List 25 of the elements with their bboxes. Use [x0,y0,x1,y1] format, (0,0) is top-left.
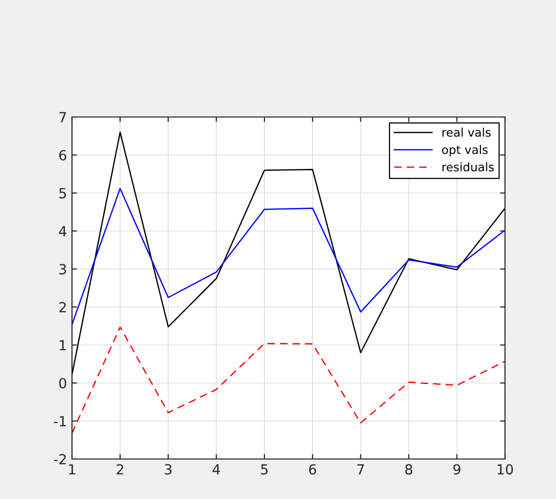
x-tick-label: 7 [357,464,364,474]
y-tick-label: -1 [54,416,66,426]
line-series [72,188,505,326]
y-tick-label: 5 [59,188,66,198]
y-tick-label: 1 [60,340,66,350]
x-tick-label: 3 [164,464,172,475]
y-tick-label: 2 [59,302,66,312]
y-tick-label: 7 [59,112,66,122]
y-tick-label: -2 [54,454,66,464]
x-tick-label: 5 [261,464,268,475]
legend-label: real vals [442,128,491,137]
y-tick-label: 4 [58,226,66,236]
x-tick-label: 8 [405,464,412,475]
legend-label: residuals [442,162,494,172]
x-tick-label: 10 [498,464,513,475]
line-series [72,326,505,434]
y-tick-label: 3 [59,264,66,274]
y-tick-label: 6 [59,150,66,160]
x-tick-label: 1 [69,464,76,474]
x-tick-label: 6 [309,464,316,475]
x-tick-label: 9 [453,464,460,475]
x-tick-label: 2 [116,464,124,474]
legend-label: opt vals [442,144,488,156]
y-tick-label: 0 [59,378,66,388]
x-tick-label: 4 [212,464,220,474]
